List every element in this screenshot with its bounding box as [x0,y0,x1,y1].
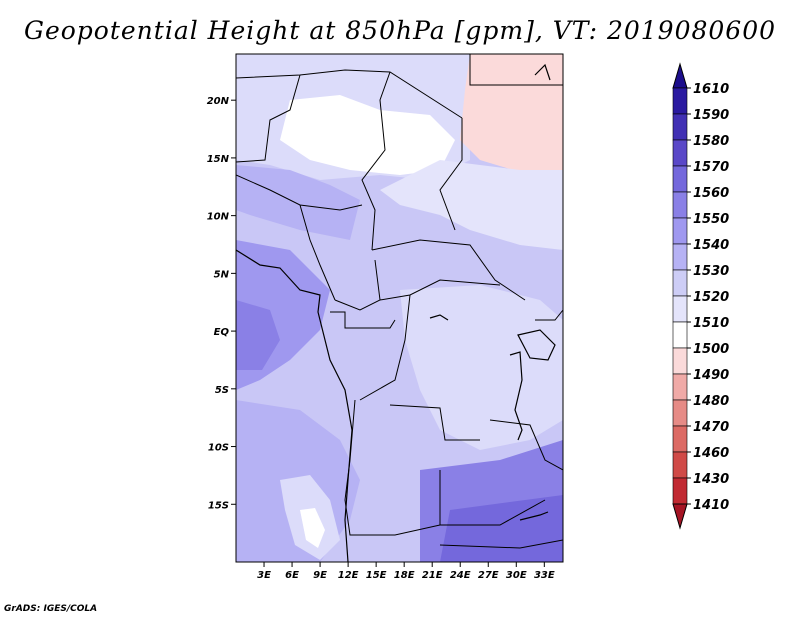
lat-tick-label: 10N [207,212,230,223]
grads-credit: GrADS: IGES/COLA [4,604,98,614]
colorbar-top-triangle [672,62,688,89]
lon-tick-label: 33E [534,570,555,581]
lat-tick-label: EQ [214,327,230,338]
map-frame [235,53,564,563]
field-gulf-1560 [236,300,280,370]
lon-tick-label: 27E [478,570,499,581]
colorbar-label: 1550 [693,212,729,227]
colorbar-segment [672,477,688,505]
colorbar-segment [672,347,688,375]
colorbar: 1610 1590 1580 1570 1560 1550 1540 1530 1520 1510… [672,62,729,530]
height-field [236,54,563,562]
colorbar-label: 1610 [693,82,729,97]
field-sahara-1510 [280,95,455,175]
longitude-axis: 3E 6E 9E 12E 15E 18E 21E 24E 27E 30E 33E [257,562,555,581]
colorbar-label: 1580 [693,134,729,149]
colorbar-segment [672,113,688,141]
latitude-axis: 20N 15N 10N 5N EQ 5S 10S 15S [207,96,236,511]
coastlines [236,63,556,562]
colorbar-label: 1470 [693,420,729,435]
lon-tick-label: 9E [313,570,327,581]
colorbar-segment [672,243,688,271]
lon-tick-label: 6E [285,570,299,581]
colorbar-label: 1590 [693,108,729,123]
colorbar-label: 1480 [693,394,729,409]
field-sw-1510 [300,508,325,548]
colorbar-segment [672,269,688,297]
colorbar-label: 1490 [693,368,729,383]
lat-tick-label: 20N [207,96,230,107]
lon-tick-label: 15E [366,570,387,581]
colorbar-segment [672,373,688,401]
colorbar-label: 1530 [693,264,729,279]
colorbar-label: 1520 [693,290,729,305]
colorbar-segment [672,139,688,167]
colorbar-segment [672,217,688,245]
colorbar-label: 1570 [693,160,729,175]
lat-tick-label: 5S [215,385,229,396]
colorbar-segment [672,87,688,115]
colorbar-segment [672,321,688,349]
field-ne-1500 [460,54,563,172]
colorbar-label: 1460 [693,446,729,461]
colorbar-segment [672,399,688,427]
country-borders [236,54,563,549]
lon-tick-label: 18E [394,570,415,581]
lon-tick-label: 12E [338,570,359,581]
colorbar-label: 1540 [693,238,729,253]
map-title: Geopotential Height at 850hPa [gpm], VT:… [23,16,777,45]
lat-tick-label: 5N [214,269,230,280]
colorbar-label: 1510 [693,316,729,331]
field-central-1520 [380,160,563,250]
colorbar-label: 1560 [693,186,729,201]
lon-tick-label: 24E [450,570,471,581]
colorbar-bottom-triangle [672,503,688,530]
colorbar-segment [672,191,688,219]
colorbar-segment [672,165,688,193]
colorbar-label: 1430 [693,472,729,487]
colorbar-label: 1410 [693,498,729,513]
lon-tick-label: 30E [506,570,527,581]
lon-tick-label: 3E [257,570,271,581]
colorbar-label: 1500 [693,342,729,357]
field-east-1520 [400,285,563,450]
lat-tick-label: 15N [207,154,230,165]
colorbar-segment [672,451,688,479]
lat-tick-label: 15S [208,500,229,511]
colorbar-segment [672,295,688,323]
lat-tick-label: 10S [208,443,229,454]
colorbar-segment [672,425,688,453]
lon-tick-label: 21E [422,570,443,581]
field-west-1540 [236,165,360,240]
